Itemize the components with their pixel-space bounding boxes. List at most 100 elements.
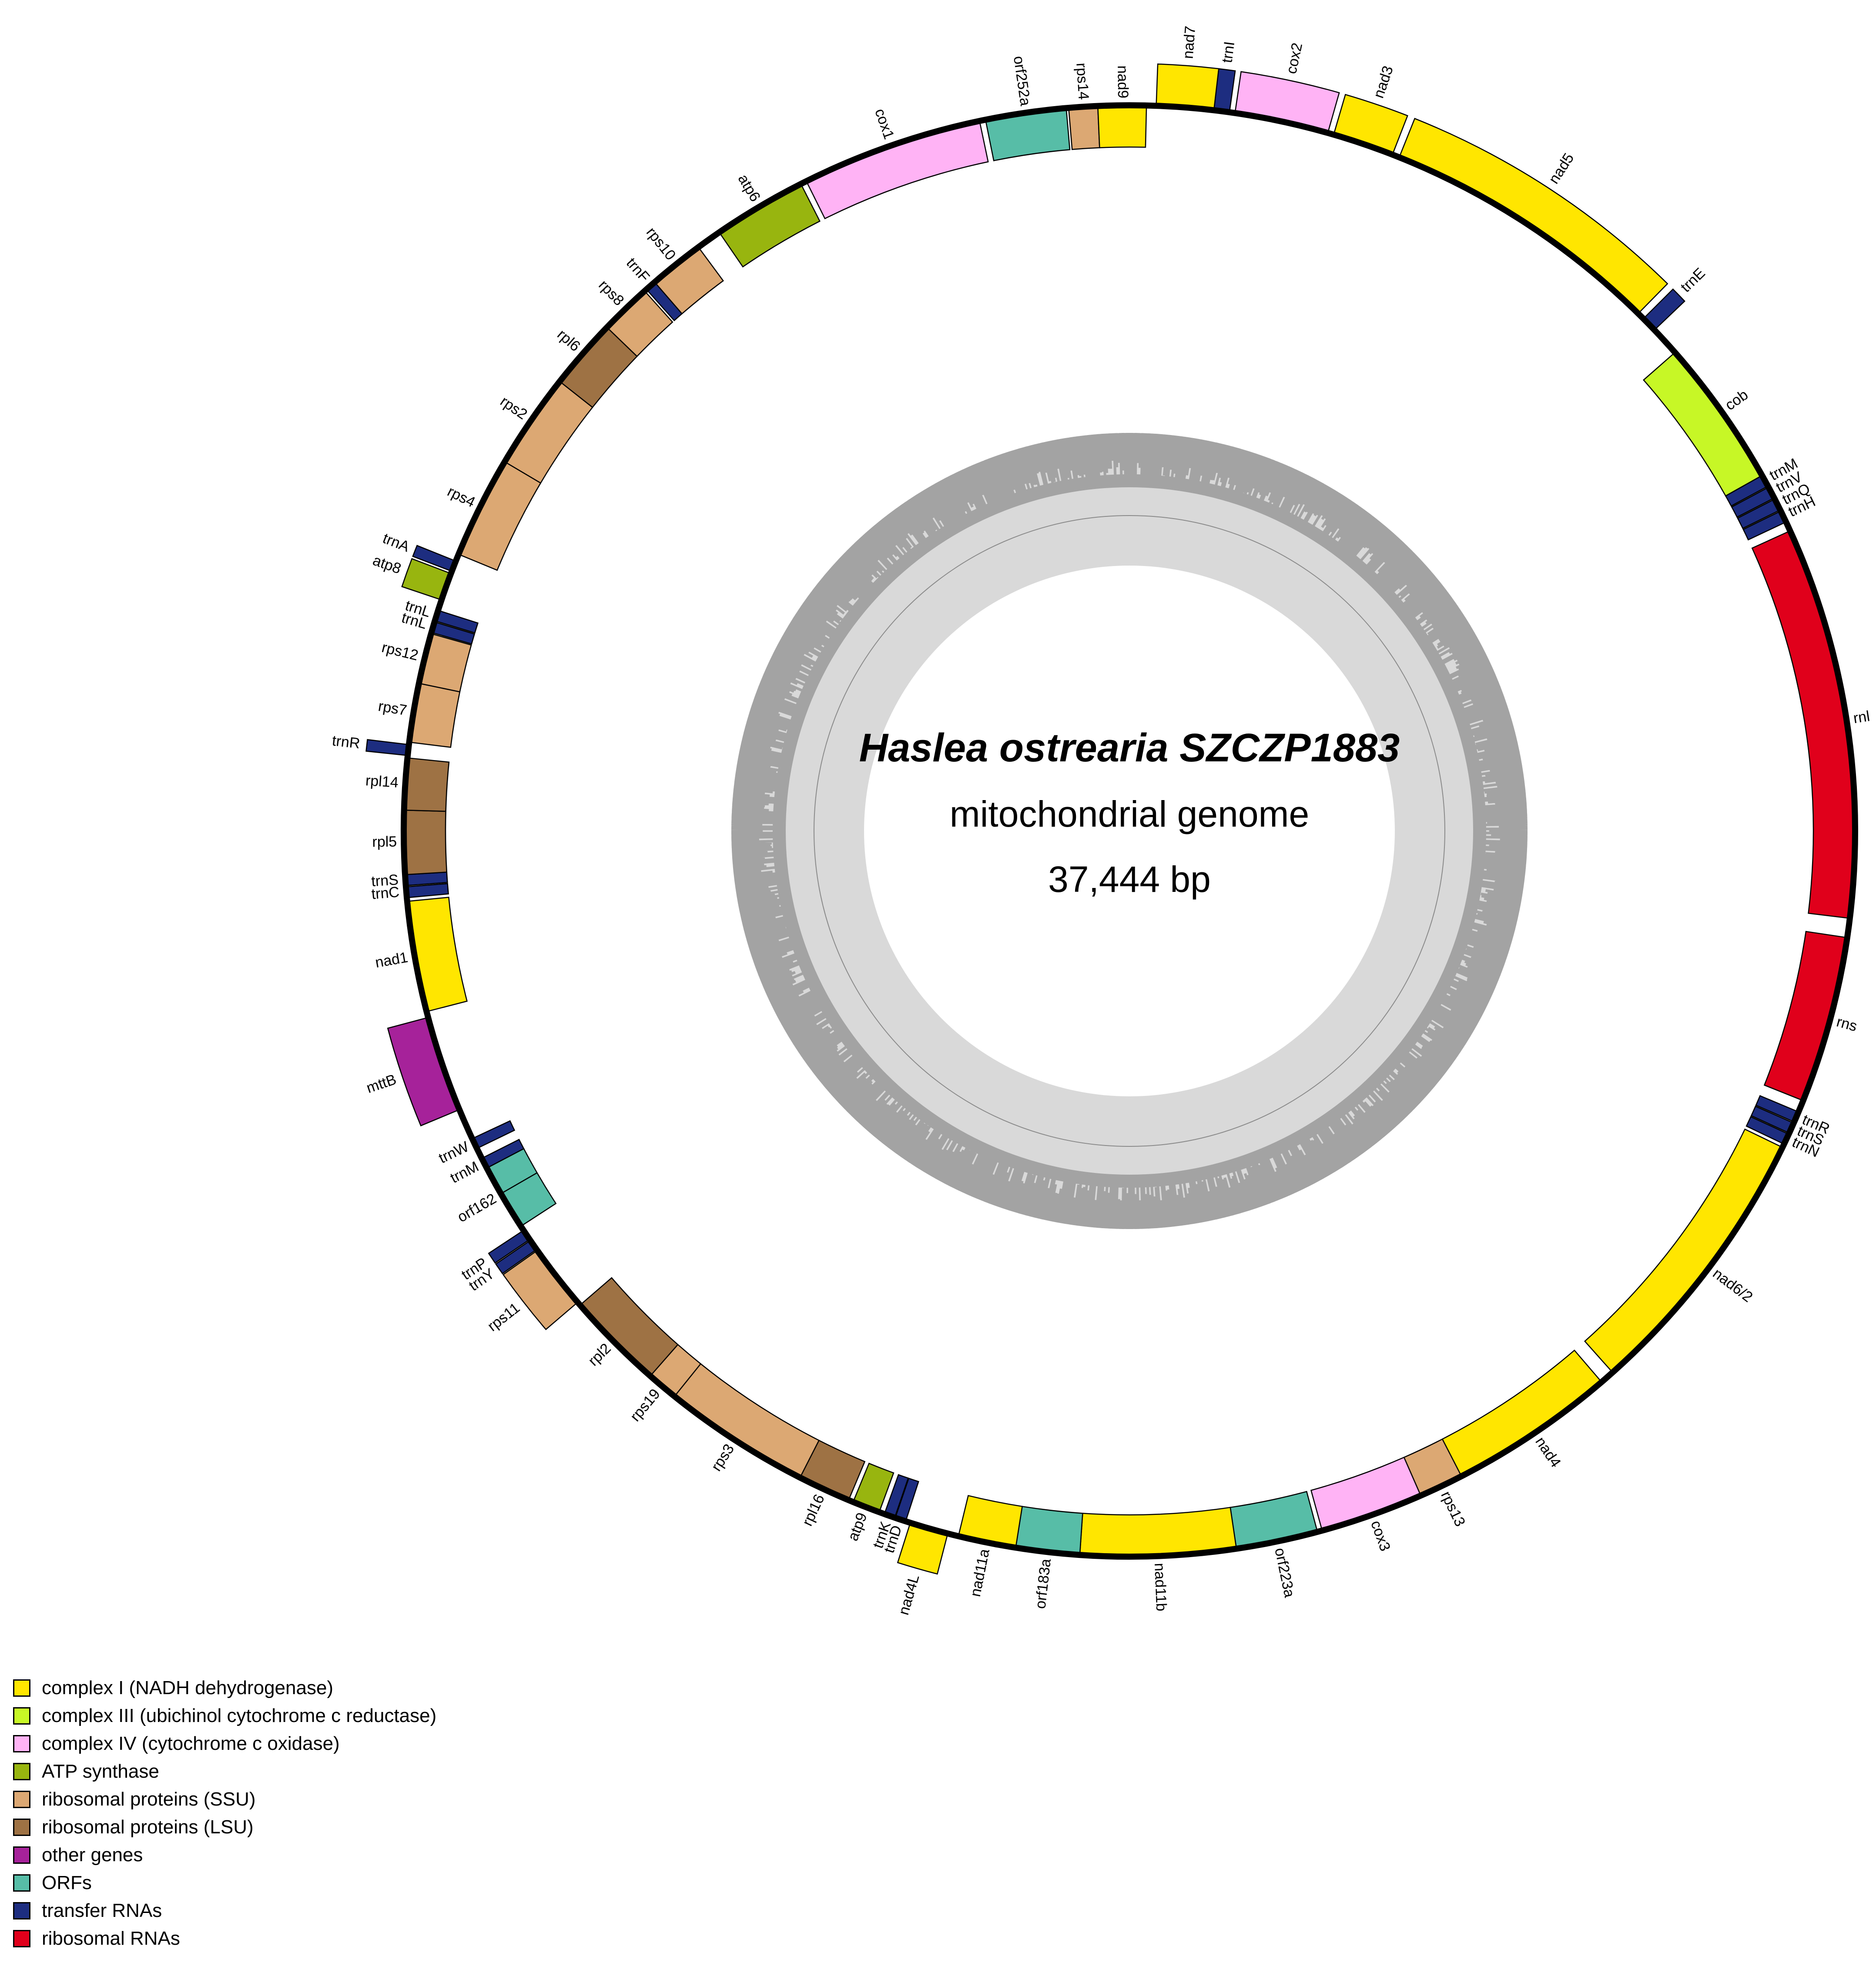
gene-label: nad11b (1151, 1563, 1169, 1611)
legend-label: ORFs (42, 1872, 92, 1893)
gene-label: nad4 (1532, 1434, 1564, 1471)
gc-content-ring (731, 432, 1528, 1229)
legend: complex I (NADH dehydrogenase) complex I… (13, 1674, 436, 1953)
gene-label: trnS (371, 871, 399, 890)
legend-item: other genes (13, 1841, 436, 1869)
legend-swatch (13, 1763, 30, 1780)
gene-label: rpl6 (554, 326, 583, 355)
legend-swatch (13, 1707, 30, 1725)
gene-label: orf223a (1271, 1546, 1298, 1599)
legend-swatch (13, 1930, 30, 1947)
gene-label: trnA (380, 530, 412, 555)
gc-center (864, 566, 1395, 1096)
gene-rns (1763, 931, 1848, 1102)
gene-label: rns (1835, 1013, 1859, 1035)
gene-label: nad5 (1545, 150, 1577, 187)
gene-label: cox1 (871, 107, 897, 141)
gene-nad9 (1097, 104, 1147, 148)
gene-label: nad4L (895, 1573, 923, 1617)
gene-rps14 (1068, 105, 1100, 150)
legend-item: ribosomal proteins (LSU) (13, 1813, 436, 1841)
legend-label: ribosomal proteins (SSU) (42, 1789, 256, 1810)
gene-label: rps11 (485, 1300, 523, 1335)
gene-label: cob (1722, 386, 1751, 414)
legend-label: ribosomal RNAs (42, 1928, 180, 1949)
gene-label: rpl5 (372, 834, 397, 851)
gene-nad62 (1584, 1128, 1783, 1373)
gene-label: atp6 (735, 171, 764, 204)
gene-label: orf162 (455, 1190, 499, 1226)
legend-swatch (13, 1874, 30, 1892)
gene-rpl5 (403, 809, 448, 875)
legend-label: ribosomal proteins (LSU) (42, 1816, 254, 1838)
legend-swatch (13, 1679, 30, 1697)
gene-label: trnE (1678, 265, 1708, 296)
genome-backbone-circle (401, 102, 1858, 1560)
gene-label: rps4 (445, 483, 478, 511)
gene-label: atp9 (844, 1511, 870, 1543)
gene-label: cox3 (1367, 1518, 1394, 1553)
gene-label: orf252a (1010, 55, 1034, 107)
gene-label: nad9 (1114, 65, 1131, 98)
legend-item: ribosomal proteins (SSU) (13, 1785, 436, 1813)
gene-label: trnR (331, 732, 361, 752)
legend-label: complex I (NADH dehydrogenase) (42, 1677, 334, 1698)
gene-label: rpl14 (365, 772, 399, 791)
gene-label: rps8 (595, 277, 627, 309)
legend-label: transfer RNAs (42, 1900, 162, 1921)
legend-label: complex IV (cytochrome c oxidase) (42, 1733, 340, 1754)
legend-item: complex IV (cytochrome c oxidase) (13, 1730, 436, 1758)
gene-label: rps12 (380, 639, 420, 664)
gene-label: trnF (623, 255, 653, 285)
gene-label: trnM (448, 1158, 482, 1186)
gc-bars (731, 432, 1528, 1229)
genome-title: Haslea ostrearia SZCZP1883 (859, 726, 1400, 770)
gene-label: trnI (1219, 40, 1238, 64)
gene-mttb (387, 1017, 460, 1127)
center-title: Haslea ostrearia SZCZP1883 mitochondrial… (859, 726, 1400, 900)
gene-label: rps13 (1437, 1489, 1468, 1529)
legend-swatch (13, 1846, 30, 1864)
legend-swatch (13, 1791, 30, 1808)
gene-nad4 (1441, 1349, 1603, 1477)
gene-label: nad3 (1370, 64, 1397, 100)
gene-label: rps14 (1073, 62, 1092, 100)
gene-label: orf183a (1032, 1558, 1054, 1610)
gene-rps3 (673, 1363, 820, 1478)
legend-item: ribosomal RNAs (13, 1925, 436, 1953)
legend-item: transfer RNAs (13, 1897, 436, 1925)
gene-label: rps19 (627, 1386, 663, 1425)
legend-swatch (13, 1902, 30, 1919)
gene-label: rnl (1852, 708, 1871, 727)
gene-rps4 (458, 461, 542, 571)
gene-label: nad7 (1180, 25, 1199, 59)
legend-item: complex I (NADH dehydrogenase) (13, 1674, 436, 1702)
gene-trnr (365, 739, 410, 756)
gene-label: nad11a (967, 1548, 993, 1598)
gene-label: atp8 (371, 552, 403, 577)
gene-trnw (471, 1120, 516, 1149)
gene-label: nad6/2 (1710, 1265, 1756, 1306)
gene-track (365, 63, 1856, 1575)
gene-label: trnC (371, 884, 400, 902)
genome-subtitle: mitochondrial genome (950, 794, 1309, 834)
legend-swatch (13, 1735, 30, 1752)
gene-label: rps3 (708, 1441, 737, 1474)
gene-label: mttB (364, 1071, 398, 1096)
legend-label: other genes (42, 1844, 143, 1866)
legend-item: ATP synthase (13, 1758, 436, 1785)
gene-label: rpl2 (585, 1340, 614, 1369)
gene-rpl14 (403, 757, 450, 812)
genome-size: 37,444 bp (1048, 859, 1211, 900)
gene-trnc (405, 883, 449, 898)
legend-item: complex III (ubichinol cytochrome c redu… (13, 1702, 436, 1730)
gene-label: rps7 (377, 698, 408, 719)
gc-midline (814, 515, 1445, 1147)
gene-label: nad1 (374, 949, 409, 971)
legend-item: ORFs (13, 1869, 436, 1897)
legend-label: complex III (ubichinol cytochrome c redu… (42, 1705, 437, 1726)
gene-label: rps10 (643, 224, 679, 263)
legend-swatch (13, 1819, 30, 1836)
gene-rnl (1751, 530, 1856, 919)
